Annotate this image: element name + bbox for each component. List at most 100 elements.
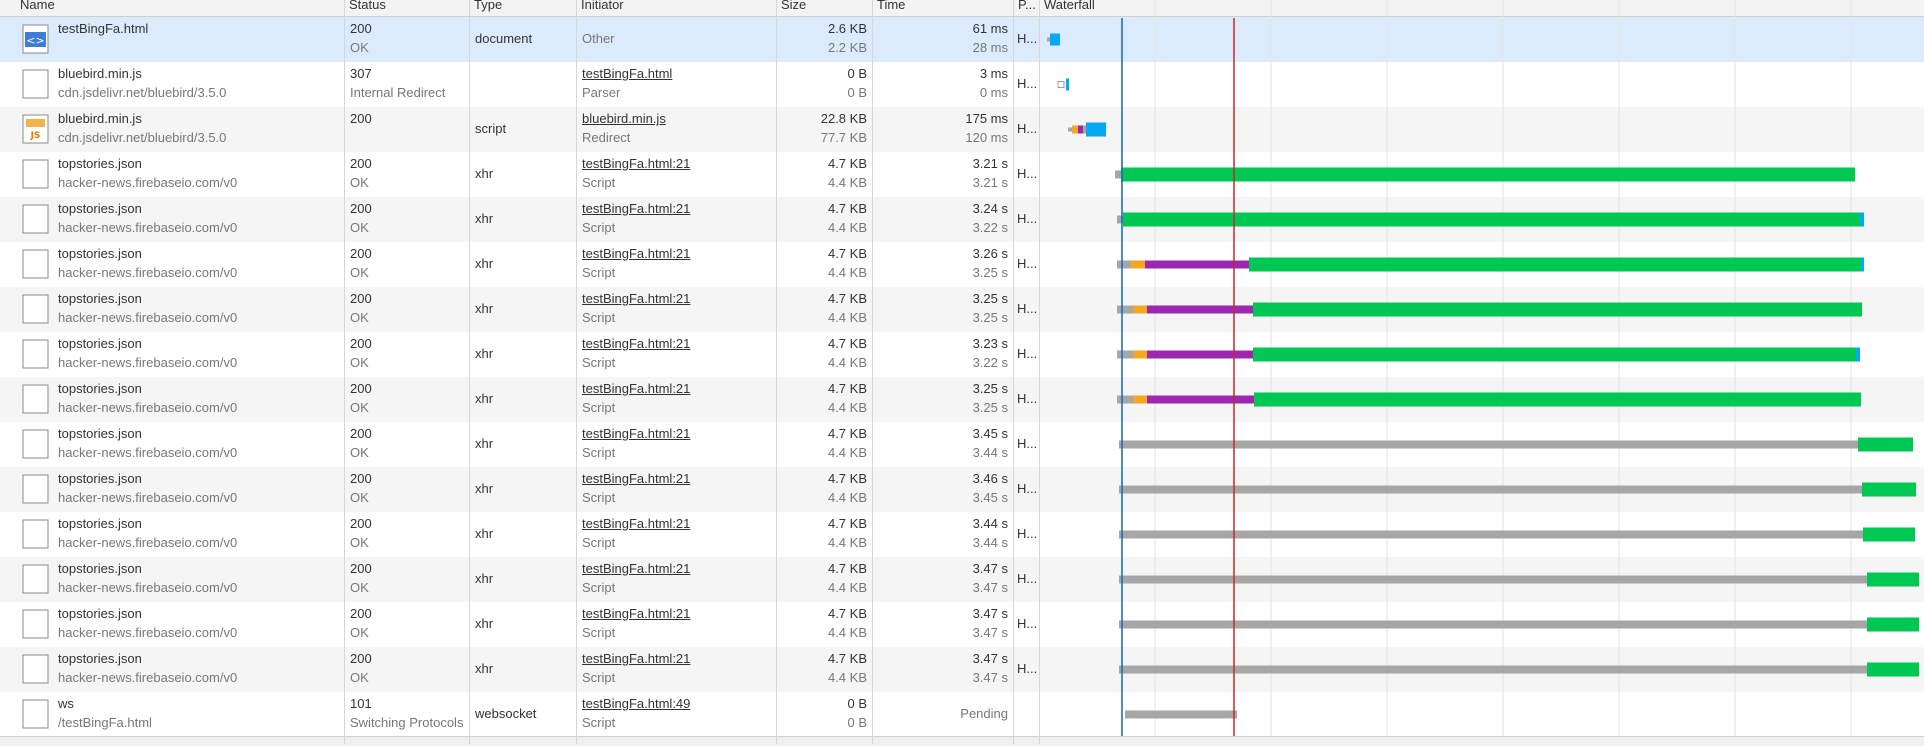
name-cell[interactable]: topstories.json hacker-news.firebaseio.co… xyxy=(0,647,344,692)
column-header-initiator[interactable]: Initiator xyxy=(576,0,776,15)
initiator-link[interactable]: testBingFa.html:21 xyxy=(582,336,691,351)
initiator-link[interactable]: testBingFa.html:21 xyxy=(582,561,691,576)
request-row[interactable]: topstories.json hacker-news.firebaseio.co… xyxy=(0,557,1924,602)
initiator-link[interactable]: testBingFa.html:21 xyxy=(582,516,691,531)
column-header-size[interactable]: Size xyxy=(776,0,872,15)
waterfall-bar-segment[interactable] xyxy=(1125,710,1237,719)
waterfall-bar-segment[interactable] xyxy=(1253,302,1862,317)
waterfall-bar-segment[interactable] xyxy=(1123,212,1860,227)
name-cell[interactable]: ws/testBingFa.html xyxy=(0,692,344,737)
request-row[interactable]: topstories.json hacker-news.firebaseio.co… xyxy=(0,512,1924,557)
waterfall-bar-segment[interactable] xyxy=(1119,530,1863,539)
name-cell[interactable]: topstories.json hacker-news.firebaseio.co… xyxy=(0,332,344,377)
waterfall-bar-segment[interactable] xyxy=(1119,620,1867,629)
column-header-name[interactable]: Name xyxy=(20,0,55,12)
column-divider[interactable] xyxy=(576,0,577,745)
initiator-link[interactable]: testBingFa.html:21 xyxy=(582,606,691,621)
column-divider[interactable] xyxy=(344,0,345,745)
waterfall-bar-segment[interactable] xyxy=(1867,662,1919,677)
waterfall-bar-segment[interactable] xyxy=(1086,122,1106,137)
waterfall-bar-segment[interactable] xyxy=(1863,527,1915,542)
waterfall-bar-segment[interactable] xyxy=(1119,485,1862,494)
initiator-link[interactable]: testBingFa.html:21 xyxy=(582,651,691,666)
waterfall-bar-segment[interactable] xyxy=(1119,440,1858,449)
request-row[interactable]: topstories.json hacker-news.firebaseio.co… xyxy=(0,602,1924,647)
waterfall-bar-segment[interactable] xyxy=(1145,260,1249,269)
request-row[interactable]: topstories.json hacker-news.firebaseio.co… xyxy=(0,422,1924,467)
waterfall-bar-segment[interactable] xyxy=(1119,575,1867,584)
initiator-link[interactable]: testBingFa.html:21 xyxy=(582,426,691,441)
waterfall-bar-segment[interactable] xyxy=(1860,212,1864,227)
waterfall-bar-segment[interactable] xyxy=(1133,395,1147,404)
request-row[interactable]: topstories.json hacker-news.firebaseio.co… xyxy=(0,242,1924,287)
initiator-link[interactable]: testBingFa.html:21 xyxy=(582,381,691,396)
waterfall-bar-segment[interactable] xyxy=(1856,347,1860,362)
waterfall-bar-segment[interactable] xyxy=(1147,350,1253,359)
waterfall-bar-segment[interactable] xyxy=(1117,350,1133,359)
name-cell[interactable]: topstories.json hacker-news.firebaseio.co… xyxy=(0,152,344,197)
name-cell[interactable]: topstories.json hacker-news.firebaseio.co… xyxy=(0,602,344,647)
waterfall-bar-segment[interactable] xyxy=(1117,215,1123,224)
waterfall-bar-segment[interactable] xyxy=(1072,125,1078,134)
waterfall-bar-segment[interactable] xyxy=(1117,260,1131,269)
initiator-link[interactable]: testBingFa.html:21 xyxy=(582,291,691,306)
name-cell[interactable]: topstories.json hacker-news.firebaseio.co… xyxy=(0,242,344,287)
column-divider[interactable] xyxy=(1013,0,1014,745)
column-divider[interactable] xyxy=(776,0,777,745)
waterfall-bar-segment[interactable] xyxy=(1858,437,1913,452)
waterfall-bar-segment[interactable] xyxy=(1115,170,1121,179)
initiator-link[interactable]: testBingFa.html:21 xyxy=(582,156,691,171)
initiator-link[interactable]: testBingFa.html:21 xyxy=(582,246,691,261)
request-row[interactable]: topstories.json hacker-news.firebaseio.co… xyxy=(0,197,1924,242)
initiator-link[interactable]: bluebird.min.js xyxy=(582,111,666,126)
waterfall-bar-segment[interactable] xyxy=(1133,350,1147,359)
name-cell[interactable]: topstories.json hacker-news.firebaseio.co… xyxy=(0,512,344,557)
waterfall-bar-segment[interactable] xyxy=(1119,665,1867,674)
waterfall-bar-segment[interactable] xyxy=(1066,78,1069,91)
name-cell[interactable]: bluebird.min.js cdn.jsdelivr.net/bluebird… xyxy=(0,62,344,107)
name-cell[interactable]: topstories.json hacker-news.firebaseio.co… xyxy=(0,377,344,422)
column-header-status[interactable]: Status xyxy=(344,0,469,15)
initiator-link[interactable]: testBingFa.html:21 xyxy=(582,471,691,486)
waterfall-bar-segment[interactable] xyxy=(1254,392,1861,407)
name-cell[interactable]: JS bluebird.min.js cdn.jsdelivr.net/bluebi… xyxy=(0,107,344,152)
name-cell[interactable]: topstories.json hacker-news.firebaseio.co… xyxy=(0,287,344,332)
waterfall-bar-segment[interactable] xyxy=(1050,33,1060,46)
column-header-p[interactable]: P... xyxy=(1013,0,1039,15)
waterfall-bar-segment[interactable] xyxy=(1862,482,1916,497)
waterfall-bar-segment[interactable] xyxy=(1249,257,1861,272)
request-row[interactable]: ws/testBingFa.html 101 Switching Protocols… xyxy=(0,692,1924,737)
initiator-link[interactable]: testBingFa.html xyxy=(582,66,673,81)
name-cell[interactable]: topstories.json hacker-news.firebaseio.co… xyxy=(0,557,344,602)
waterfall-bar-segment[interactable] xyxy=(1083,125,1086,134)
waterfall-bar-segment[interactable] xyxy=(1867,617,1919,632)
column-divider[interactable] xyxy=(872,0,873,745)
name-cell[interactable]: topstories.json hacker-news.firebaseio.co… xyxy=(0,422,344,467)
name-cell[interactable]: <> testBingFa.html xyxy=(0,17,344,62)
request-row[interactable]: topstories.json hacker-news.firebaseio.co… xyxy=(0,152,1924,197)
initiator-link[interactable]: testBingFa.html:21 xyxy=(582,201,691,216)
waterfall-bar-segment[interactable] xyxy=(1117,395,1133,404)
waterfall-bar-segment[interactable] xyxy=(1147,395,1254,404)
request-row[interactable]: topstories.json hacker-news.firebaseio.co… xyxy=(0,377,1924,422)
waterfall-bar-segment[interactable] xyxy=(1867,572,1919,587)
waterfall-bar-segment[interactable] xyxy=(1133,305,1147,314)
name-cell[interactable]: topstories.json hacker-news.firebaseio.co… xyxy=(0,197,344,242)
waterfall-bar-segment[interactable] xyxy=(1047,37,1050,42)
request-row[interactable]: bluebird.min.js cdn.jsdelivr.net/bluebird… xyxy=(0,62,1924,107)
waterfall-bar-segment[interactable] xyxy=(1253,347,1856,362)
name-cell[interactable]: topstories.json hacker-news.firebaseio.co… xyxy=(0,467,344,512)
request-row[interactable]: <> testBingFa.html 200 OK document Other 2.6 K… xyxy=(0,17,1924,62)
waterfall-bar-segment[interactable] xyxy=(1121,167,1855,182)
waterfall-bar-segment[interactable] xyxy=(1861,257,1864,272)
column-divider[interactable] xyxy=(469,0,470,745)
waterfall-bar-segment[interactable] xyxy=(1057,81,1065,88)
request-row[interactable]: topstories.json hacker-news.firebaseio.co… xyxy=(0,332,1924,377)
waterfall-bar-segment[interactable] xyxy=(1117,305,1133,314)
waterfall-bar-segment[interactable] xyxy=(1131,260,1145,269)
waterfall-bar-segment[interactable] xyxy=(1068,127,1072,132)
waterfall-bar-segment[interactable] xyxy=(1147,305,1253,314)
waterfall-bar-segment[interactable] xyxy=(1078,125,1083,134)
request-row[interactable]: JS bluebird.min.js cdn.jsdelivr.net/bluebi… xyxy=(0,107,1924,152)
column-header-type[interactable]: Type xyxy=(469,0,576,15)
